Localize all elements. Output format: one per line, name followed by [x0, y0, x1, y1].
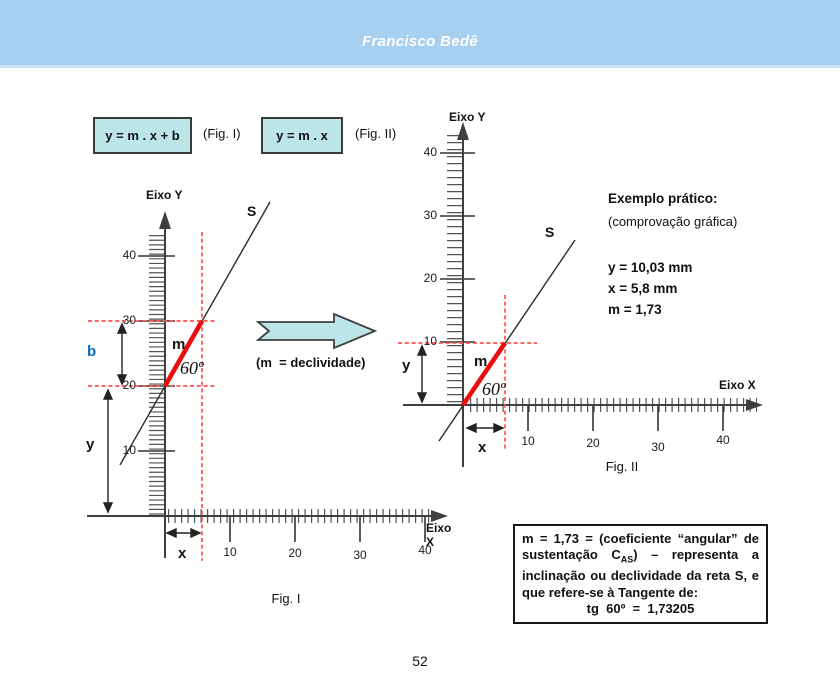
y-axis-major-ticks — [440, 152, 475, 343]
fig1-ytick-10: 10 — [122, 443, 136, 457]
fig1-y-axis-label: Eixo Y — [146, 188, 183, 202]
figure-1-canvas — [87, 201, 448, 561]
explanation-text-part2: ) – representa a inclinação ou declivida… — [522, 547, 759, 600]
fig2-xtick-10: 10 — [521, 434, 535, 448]
slope-segment — [163, 319, 204, 388]
fig2-ytick-20: 20 — [423, 271, 437, 285]
slope-definition-note: (m = declividade) — [256, 355, 366, 370]
fig1-reference: (Fig. I) — [203, 126, 241, 141]
fig1-line-s-label: S — [247, 203, 257, 219]
example-y-value: y = 10,03 mm — [608, 260, 693, 275]
figure-2-graph: Eixo Y Eixo X 40 30 20 10 10 20 30 40 S … — [395, 100, 770, 480]
fig2-xtick-30: 30 — [651, 440, 665, 454]
fig1-ytick-20: 20 — [122, 378, 136, 392]
x-axis-arrow-icon — [746, 399, 763, 411]
fig1-xtick-20: 20 — [288, 546, 302, 560]
fig2-xtick-20: 20 — [586, 436, 600, 450]
fig2-xtick-40: 40 — [716, 433, 730, 447]
fig1-angle-label: 60º — [180, 358, 204, 378]
fig1-xtick-30: 30 — [353, 548, 367, 562]
fig2-y-measure-label: y — [402, 357, 411, 374]
explanation-subscript: AS — [620, 555, 634, 565]
dashed-guides — [88, 232, 216, 561]
fig2-slope-label: m — [474, 353, 488, 370]
fig1-x-measure-label: x — [178, 545, 187, 562]
fig1-intercept-label: b — [87, 343, 97, 360]
figure-1-graph: Eixo Y Eixo X 40 30 20 10 10 20 30 40 S … — [80, 185, 460, 610]
explanation-box: m = 1,73 = (coeficiente “angular” de sus… — [513, 524, 768, 624]
measure-arrows — [416, 344, 505, 434]
measure-arrows — [102, 322, 202, 539]
example-subtitle: (comprovação gráfica) — [608, 214, 738, 229]
explanation-text: m = 1,73 = (coeficiente “angular” de sus… — [522, 531, 759, 601]
figure-2-canvas — [398, 122, 763, 467]
fig2-ytick-10: 10 — [423, 334, 437, 348]
fig1-ytick-40: 40 — [122, 248, 136, 262]
equation-fig1: y = m . x + b — [105, 128, 180, 143]
equation-box-fig2: y = m . x — [261, 117, 343, 154]
equation-fig2: y = m . x — [276, 128, 328, 143]
fig2-angle-label: 60º — [482, 379, 506, 399]
fig1-y-measure-label: y — [86, 436, 95, 453]
transition-arrow-icon — [256, 312, 378, 350]
dashed-guides — [398, 295, 537, 450]
y-axis-arrow-icon — [457, 122, 469, 140]
header-band: Francisco Bedê — [0, 0, 840, 68]
line-s — [438, 239, 576, 442]
example-x-value: x = 5,8 mm — [608, 281, 678, 296]
fig2-line-s-label: S — [545, 224, 555, 240]
x-axis-major-ticks — [229, 516, 426, 542]
fig1-ytick-30: 30 — [122, 313, 136, 327]
fig2-x-axis-label: Eixo X — [719, 378, 756, 392]
fig1-xtick-10: 10 — [223, 545, 237, 559]
page-title: Francisco Bedê — [362, 33, 478, 50]
fig2-y-axis-label: Eixo Y — [449, 110, 486, 124]
page-number: 52 — [412, 653, 428, 669]
equation-box-fig1: y = m . x + b — [93, 117, 192, 154]
fig2-x-measure-label: x — [478, 439, 487, 456]
fig2-ytick-40: 40 — [423, 145, 437, 159]
example-title: Exemplo prático: — [608, 191, 718, 206]
explanation-text-part1: m = 1,73 = (coeficiente “angular” de sus… — [522, 531, 759, 563]
slope-segment — [461, 341, 507, 407]
y-axis-arrow-icon — [159, 211, 171, 229]
example-m-value: m = 1,73 — [608, 302, 662, 317]
fig2-ytick-30: 30 — [423, 208, 437, 222]
fig1-caption: Fig. I — [271, 591, 301, 606]
fig2-reference: (Fig. II) — [355, 126, 397, 141]
x-axis-major-ticks — [527, 405, 724, 431]
x-axis-arrow-icon — [431, 510, 448, 522]
fig1-x-axis-label: Eixo X — [426, 521, 452, 549]
tangent-formula: tg 60º = 1,73205 — [586, 601, 695, 617]
fig2-caption: Fig. II — [605, 459, 639, 474]
fig1-xtick-40: 40 — [418, 543, 432, 557]
fig1-slope-label: m — [172, 336, 186, 353]
